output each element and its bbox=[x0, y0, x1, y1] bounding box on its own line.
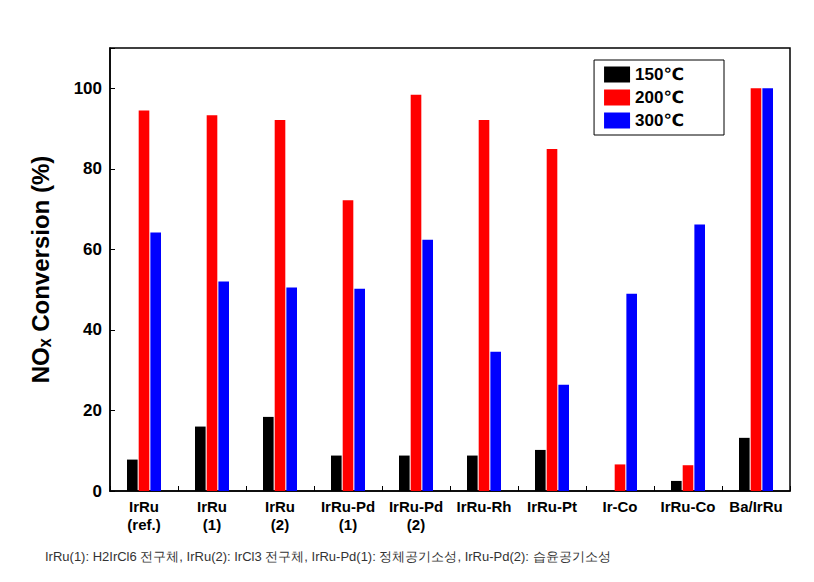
svg-text:(2): (2) bbox=[271, 516, 289, 533]
svg-text:IrRu-Co: IrRu-Co bbox=[661, 498, 716, 515]
svg-text:IrRu(1): H2IrCl6 전구체, IrRu(2):: IrRu(1): H2IrCl6 전구체, IrRu(2): IrCl3 전구체… bbox=[45, 549, 611, 564]
svg-text:IrRu: IrRu bbox=[265, 498, 295, 515]
svg-text:100: 100 bbox=[74, 79, 102, 98]
svg-text:Ba/IrRu: Ba/IrRu bbox=[729, 498, 782, 515]
svg-text:150℃: 150℃ bbox=[635, 65, 684, 84]
svg-text:NOₓ Conversion (%): NOₓ Conversion (%) bbox=[27, 156, 54, 383]
svg-text:(1): (1) bbox=[203, 516, 221, 533]
svg-text:80: 80 bbox=[83, 159, 102, 178]
svg-text:20: 20 bbox=[83, 401, 102, 420]
svg-text:IrRu-Pd: IrRu-Pd bbox=[321, 498, 375, 515]
svg-text:(2): (2) bbox=[407, 516, 425, 533]
svg-text:IrRu-Rh: IrRu-Rh bbox=[457, 498, 512, 515]
svg-text:0: 0 bbox=[93, 482, 102, 501]
svg-text:IrRu-Pd: IrRu-Pd bbox=[389, 498, 443, 515]
svg-text:IrRu: IrRu bbox=[129, 498, 159, 515]
svg-text:(ref.): (ref.) bbox=[127, 516, 160, 533]
svg-text:200℃: 200℃ bbox=[635, 88, 684, 107]
svg-text:(1): (1) bbox=[339, 516, 357, 533]
svg-text:IrRu: IrRu bbox=[197, 498, 227, 515]
svg-text:40: 40 bbox=[83, 320, 102, 339]
svg-text:300℃: 300℃ bbox=[635, 111, 684, 130]
svg-text:60: 60 bbox=[83, 240, 102, 259]
svg-text:Ir-Co: Ir-Co bbox=[603, 498, 638, 515]
svg-text:IrRu-Pt: IrRu-Pt bbox=[527, 498, 577, 515]
